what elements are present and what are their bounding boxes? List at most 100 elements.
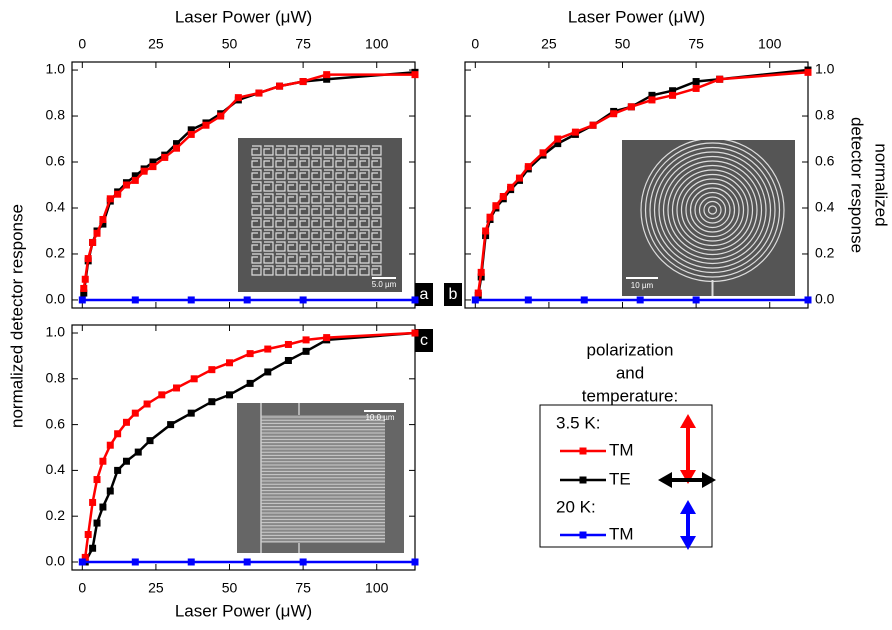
data-point [208, 398, 215, 405]
y-axis-label: detector response [848, 117, 867, 253]
x-tick-label: 0 [78, 36, 86, 52]
data-point [132, 296, 139, 303]
data-point [188, 131, 195, 138]
data-point [276, 83, 283, 90]
data-point [412, 558, 419, 565]
x-tick-label: 0 [78, 580, 86, 596]
data-point [114, 191, 121, 198]
data-point [487, 214, 494, 221]
y-tick-label: 0.2 [46, 507, 66, 523]
data-point [144, 400, 151, 407]
legend-marker [580, 477, 587, 484]
y-tick-label: 0.8 [815, 107, 835, 123]
y-tick-label: 0.6 [46, 153, 66, 169]
data-point [516, 175, 523, 182]
panel-label: b [449, 286, 458, 303]
y-tick-label: 0.0 [46, 291, 66, 307]
data-point [300, 78, 307, 85]
legend-title: polarization [587, 340, 674, 359]
y-tick-label: 0.6 [46, 415, 66, 431]
y-tick-label: 0.4 [815, 199, 835, 215]
y-tick-label: 0.8 [46, 107, 66, 123]
data-point [107, 442, 114, 449]
data-point [693, 85, 700, 92]
x-tick-label: 0 [471, 36, 479, 52]
data-point [303, 336, 310, 343]
panel-label: a [420, 286, 429, 303]
data-point [554, 136, 561, 143]
data-point [247, 350, 254, 357]
inset-pattern [261, 415, 385, 543]
y-tick-label: 0.4 [46, 199, 66, 215]
data-point [300, 296, 307, 303]
data-point [167, 421, 174, 428]
data-point [94, 476, 101, 483]
data-point [590, 122, 597, 129]
x-axis-label: Laser Power (μW) [175, 7, 312, 26]
y-tick-label: 0.6 [815, 153, 835, 169]
data-point [107, 195, 114, 202]
x-tick-label: 75 [688, 36, 704, 52]
legend-label: TM [609, 524, 634, 543]
data-point [478, 269, 485, 276]
data-point [147, 437, 154, 444]
data-point [226, 391, 233, 398]
panel-label: c [420, 332, 428, 349]
x-tick-label: 75 [295, 580, 311, 596]
legend-title: temperature: [582, 386, 678, 405]
data-point [323, 71, 330, 78]
data-point [507, 184, 514, 191]
data-point [89, 545, 96, 552]
data-point [202, 122, 209, 129]
y-tick-label: 1.0 [46, 324, 66, 340]
inset [622, 139, 795, 297]
data-point [161, 154, 168, 161]
data-point [412, 296, 419, 303]
x-tick-label: 100 [365, 36, 389, 52]
data-point [303, 348, 310, 355]
data-point [135, 449, 142, 456]
data-point [285, 357, 292, 364]
data-point [79, 558, 86, 565]
data-point [264, 368, 271, 375]
data-point [141, 168, 148, 175]
data-point [525, 163, 532, 170]
scale-label: 10.0 µm [365, 413, 394, 422]
data-point [805, 69, 812, 76]
data-point [648, 96, 655, 103]
data-point [123, 458, 130, 465]
data-point [158, 391, 165, 398]
data-point [235, 94, 242, 101]
figure: 5.0 µm02550751000.00.20.40.60.81.0Laser … [0, 0, 892, 630]
data-point [99, 216, 106, 223]
x-tick-label: 50 [615, 36, 631, 52]
data-point [475, 290, 482, 297]
data-point [628, 103, 635, 110]
data-point [693, 296, 700, 303]
data-point [525, 296, 532, 303]
data-point [188, 558, 195, 565]
data-point [412, 71, 419, 78]
data-point [80, 285, 87, 292]
data-point [255, 90, 262, 97]
data-point [716, 76, 723, 83]
data-point [99, 458, 106, 465]
y-tick-label: 0.2 [815, 245, 835, 261]
data-point [107, 488, 114, 495]
data-point [208, 366, 215, 373]
data-point [300, 558, 307, 565]
y-axis-label: normalized [872, 143, 891, 226]
y-tick-label: 1.0 [46, 61, 66, 77]
data-point [114, 467, 121, 474]
data-point [472, 296, 479, 303]
x-axis-label: Laser Power (μW) [568, 7, 705, 26]
data-point [226, 359, 233, 366]
data-point [94, 520, 101, 527]
data-point [500, 193, 507, 200]
data-point [132, 558, 139, 565]
data-point [188, 410, 195, 417]
x-tick-label: 100 [758, 36, 782, 52]
y-tick-label: 0.2 [46, 245, 66, 261]
data-point [285, 341, 292, 348]
x-tick-label: 100 [365, 580, 389, 596]
